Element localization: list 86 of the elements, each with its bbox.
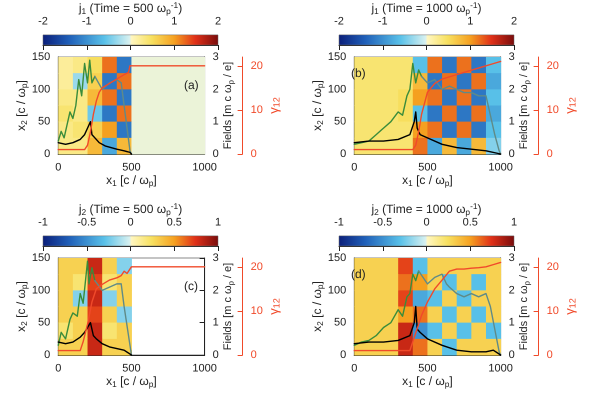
y-tick-label: 0 (340, 349, 346, 361)
y-tick-label: 0 (340, 148, 346, 160)
y3-tick-label: 0 (250, 148, 257, 160)
y-tick-label: 150 (328, 51, 346, 63)
color-bar-label: -2 (38, 15, 48, 28)
y3-axis-title: γ12 (266, 97, 282, 114)
y2-tick-label: 3 (508, 51, 515, 63)
x-tick-label: 500 (122, 362, 141, 374)
y3-tick-label: 20 (250, 260, 263, 273)
y-tick-label: 100 (328, 284, 346, 296)
y3-tick-label: 20 (250, 60, 263, 72)
y2-tick-label: 0 (212, 148, 219, 160)
y-tick-label: 0 (44, 349, 50, 361)
x-tick-label: 500 (122, 162, 141, 174)
y-tick-label: 0 (44, 148, 50, 160)
color-bar-label: -1 (334, 216, 344, 228)
x-tick-label: 1000 (192, 362, 217, 374)
color-bar-label: 0.5 (462, 216, 478, 228)
y2-tick-label: 2 (508, 284, 515, 296)
y2-tick-label: 1 (508, 116, 515, 128)
y-tick-label: 100 (32, 83, 50, 96)
y3-tick-label: 10 (250, 104, 263, 116)
y3-tick-label: 10 (250, 304, 263, 317)
y-tick-label: 150 (32, 51, 50, 63)
y3-axis-title: γ12 (562, 298, 578, 315)
y2-tick-label: 2 (212, 284, 219, 296)
color-bar-label: -0.5 (373, 216, 392, 228)
x-tick-label: 0 (55, 162, 62, 174)
annotation: (a) (184, 78, 199, 92)
y-tick-label: 50 (38, 316, 50, 329)
color-bar-label: 0 (127, 216, 134, 228)
y3-tick-label: 20 (546, 260, 559, 273)
y2-tick-label: 0 (508, 148, 515, 160)
color-bar-label: 1 (214, 216, 222, 228)
color-bar-label: 1 (510, 216, 518, 228)
color-bar-label: 0 (127, 15, 134, 28)
y-tick-label: 100 (328, 83, 346, 96)
y3-tick-label: 0 (250, 349, 257, 361)
x-tick-label: 1000 (488, 362, 513, 374)
x-tick-label: 0 (351, 362, 358, 374)
y2-tick-label: 0 (212, 349, 219, 361)
y2-tick-label: 3 (212, 252, 219, 264)
color-bar-label: 0 (423, 15, 430, 28)
x-tick-label: 500 (418, 362, 437, 374)
color-bar-label: 1 (171, 15, 178, 28)
color-bar-label: 2 (214, 15, 222, 28)
y-tick-label: 150 (32, 252, 50, 264)
y-axis-title: x2 [c / ωp] (14, 80, 29, 131)
y3-axis-title: γ12 (266, 298, 282, 315)
y-axis-title: x2 [c / ωp] (310, 281, 325, 332)
y-tick-label: 50 (334, 116, 346, 128)
y3-tick-label: 20 (546, 60, 559, 72)
y2-tick-label: 1 (212, 316, 219, 329)
y3-tick-label: 10 (546, 304, 559, 317)
y-axis-title: x2 [c / ωp] (310, 80, 325, 131)
color-bar-label: -1 (378, 15, 388, 28)
color-bar-label: -0.5 (77, 216, 96, 228)
y3-tick-label: 0 (546, 349, 553, 361)
x-tick-label: 1000 (488, 162, 513, 174)
x-tick-label: 0 (55, 362, 62, 374)
x-tick-label: 1000 (192, 162, 217, 174)
y-tick-label: 100 (32, 284, 50, 296)
y2-tick-label: 1 (508, 316, 515, 329)
color-bar-label: 1 (467, 15, 474, 28)
y3-tick-label: 0 (546, 148, 553, 160)
color-bar-label: 2 (510, 15, 518, 28)
y2-tick-label: 2 (212, 83, 219, 96)
color-bar-label: 0 (423, 216, 430, 228)
color-bar-label: -1 (82, 15, 92, 28)
y2-tick-label: 2 (508, 83, 515, 96)
y2-tick-label: 0 (508, 349, 515, 361)
y-axis-title: x2 [c / ωp] (14, 281, 29, 332)
color-bar-label: -1 (38, 216, 48, 228)
y3-tick-label: 10 (546, 104, 559, 116)
y2-tick-label: 3 (212, 51, 219, 63)
x-tick-label: 0 (351, 162, 358, 174)
y2-tick-label: 3 (508, 252, 515, 264)
annotation: (c) (184, 279, 198, 293)
color-bar-label: -2 (334, 15, 344, 28)
y2-tick-label: 1 (212, 116, 219, 128)
x-tick-label: 500 (418, 162, 437, 174)
y-tick-label: 150 (328, 252, 346, 264)
y-tick-label: 50 (334, 316, 346, 329)
y3-axis-title: γ12 (562, 97, 578, 114)
color-bar-label: 0.5 (166, 216, 182, 228)
y-tick-label: 50 (38, 116, 50, 128)
